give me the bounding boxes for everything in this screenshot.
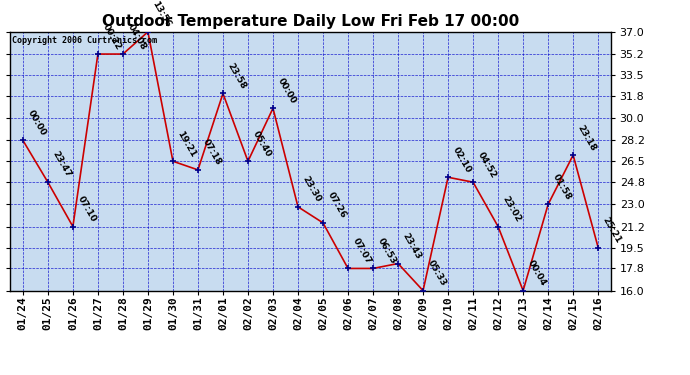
Text: 01:58: 01:58 — [551, 172, 573, 202]
Text: Copyright 2006 Curtronics.com: Copyright 2006 Curtronics.com — [12, 36, 157, 45]
Title: Outdoor Temperature Daily Low Fri Feb 17 00:00: Outdoor Temperature Daily Low Fri Feb 17… — [102, 14, 519, 29]
Text: 05:33: 05:33 — [426, 259, 448, 288]
Text: 02:10: 02:10 — [451, 146, 473, 174]
Text: 23:02: 23:02 — [501, 195, 523, 224]
Text: 07:26: 07:26 — [326, 191, 348, 220]
Text: 23:58: 23:58 — [226, 62, 248, 91]
Text: 13:56: 13:56 — [150, 0, 172, 29]
Text: 23:30: 23:30 — [301, 175, 323, 204]
Text: 23:43: 23:43 — [401, 231, 423, 261]
Text: 19:21: 19:21 — [176, 129, 198, 159]
Text: 00:00: 00:00 — [26, 109, 48, 138]
Text: 06:53: 06:53 — [376, 237, 398, 266]
Text: 23:47: 23:47 — [50, 150, 73, 179]
Text: 00:00: 00:00 — [276, 76, 297, 105]
Text: 23:18: 23:18 — [576, 123, 598, 152]
Text: 07:07: 07:07 — [351, 236, 373, 266]
Text: 00:22: 00:22 — [101, 22, 123, 51]
Text: 00:04: 00:04 — [526, 259, 548, 288]
Text: 07:10: 07:10 — [76, 195, 98, 224]
Text: 25:21: 25:21 — [601, 215, 623, 245]
Text: 07:18: 07:18 — [201, 138, 223, 167]
Text: 04:52: 04:52 — [476, 150, 498, 179]
Text: 05:40: 05:40 — [250, 129, 273, 159]
Text: 04:08: 04:08 — [126, 22, 148, 51]
